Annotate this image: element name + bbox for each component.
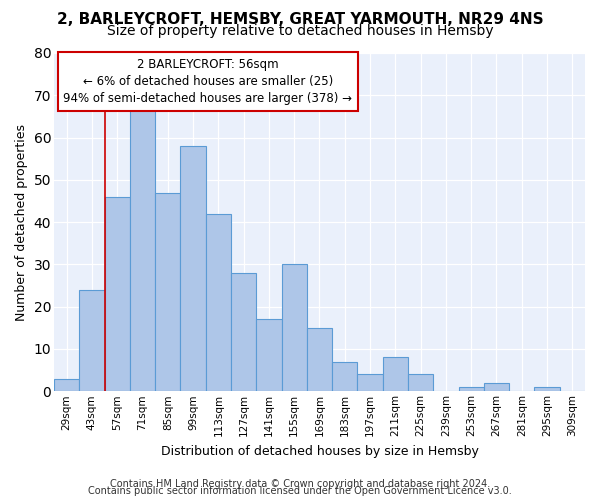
Text: 2 BARLEYCROFT: 56sqm
← 6% of detached houses are smaller (25)
94% of semi-detach: 2 BARLEYCROFT: 56sqm ← 6% of detached ho… bbox=[64, 58, 352, 105]
Bar bbox=[54, 378, 79, 392]
Text: Size of property relative to detached houses in Hemsby: Size of property relative to detached ho… bbox=[107, 24, 493, 38]
X-axis label: Distribution of detached houses by size in Hemsby: Distribution of detached houses by size … bbox=[161, 444, 478, 458]
Bar bbox=[155, 192, 181, 392]
Bar bbox=[484, 383, 509, 392]
Bar bbox=[281, 264, 307, 392]
Y-axis label: Number of detached properties: Number of detached properties bbox=[15, 124, 28, 320]
Text: Contains HM Land Registry data © Crown copyright and database right 2024.: Contains HM Land Registry data © Crown c… bbox=[110, 479, 490, 489]
Bar bbox=[104, 197, 130, 392]
Text: Contains public sector information licensed under the Open Government Licence v3: Contains public sector information licen… bbox=[88, 486, 512, 496]
Bar bbox=[256, 320, 281, 392]
Bar bbox=[458, 387, 484, 392]
Bar bbox=[383, 358, 408, 392]
Bar bbox=[535, 387, 560, 392]
Bar bbox=[206, 214, 231, 392]
Bar bbox=[358, 374, 383, 392]
Bar bbox=[307, 328, 332, 392]
Bar bbox=[231, 273, 256, 392]
Bar bbox=[408, 374, 433, 392]
Bar bbox=[332, 362, 358, 392]
Bar bbox=[130, 108, 155, 392]
Bar bbox=[181, 146, 206, 392]
Text: 2, BARLEYCROFT, HEMSBY, GREAT YARMOUTH, NR29 4NS: 2, BARLEYCROFT, HEMSBY, GREAT YARMOUTH, … bbox=[56, 12, 544, 28]
Bar bbox=[79, 290, 104, 392]
